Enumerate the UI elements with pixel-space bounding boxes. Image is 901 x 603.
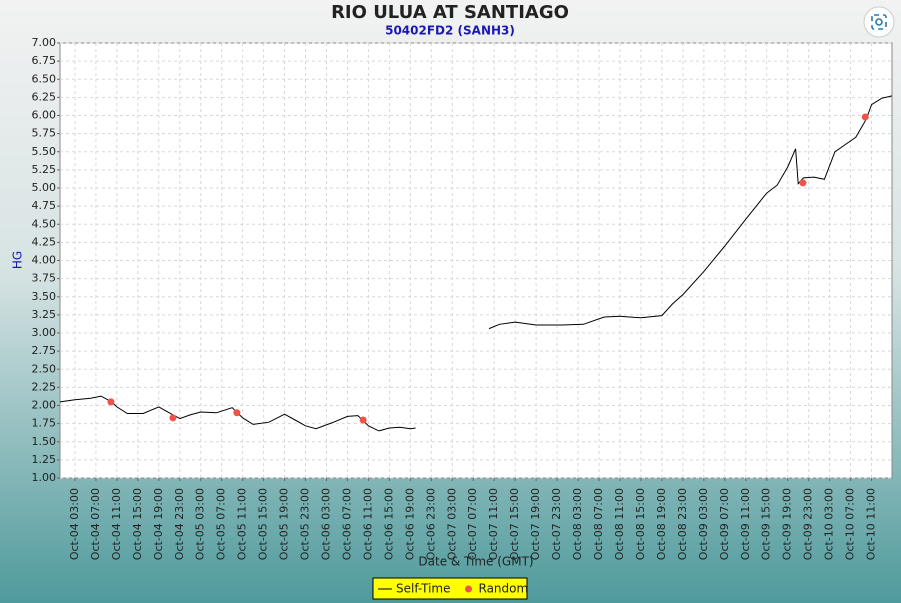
y-tick-label: 2.75: [32, 344, 57, 357]
y-tick-label: 3.00: [32, 326, 57, 339]
legend-label: Self-Time: [396, 582, 451, 596]
data-point: [359, 416, 367, 424]
y-tick-label: 5.25: [32, 163, 57, 176]
y-tick-label: 6.25: [32, 90, 57, 103]
x-tick-label: Oct-05 19:00: [278, 488, 291, 560]
legend-label: Random: [479, 582, 529, 596]
x-tick-label: Oct-05 07:00: [215, 488, 228, 560]
y-tick-label: 2.00: [32, 399, 57, 412]
x-tick-label: Oct-10 07:00: [844, 488, 857, 560]
x-tick-label: Oct-04 07:00: [89, 488, 102, 560]
chart-subtitle: 50402FD2 (SANH3): [385, 24, 515, 38]
data-point: [233, 409, 241, 417]
x-tick-label: Oct-09 23:00: [802, 488, 815, 560]
y-tick-label: 6.75: [32, 54, 57, 67]
x-tick-label: Oct-09 11:00: [739, 488, 752, 560]
data-point: [107, 398, 115, 406]
y-tick-label: 3.50: [32, 290, 57, 303]
y-tick-label: 4.75: [32, 199, 57, 212]
y-tick-label: 1.00: [32, 471, 57, 484]
legend: Self-Time Random: [372, 577, 529, 600]
x-tick-label: Oct-06 11:00: [361, 488, 374, 560]
y-tick-label: 3.25: [32, 308, 57, 321]
data-point: [861, 113, 869, 121]
x-tick-label: Oct-05 15:00: [257, 488, 270, 560]
x-tick-label: Oct-09 07:00: [718, 488, 731, 560]
x-tick-label: Oct-07 03:00: [445, 488, 458, 560]
data-point: [169, 414, 177, 422]
x-tick-label: Oct-09 19:00: [781, 488, 794, 560]
x-tick-label: Oct-07 23:00: [550, 488, 563, 560]
y-tick-label: 2.50: [32, 362, 57, 375]
x-tick-label: Oct-06 19:00: [403, 488, 416, 560]
x-tick-label: Oct-07 15:00: [508, 488, 521, 560]
y-tick-label: 2.25: [32, 380, 57, 393]
x-tick-label: Oct-08 15:00: [634, 488, 647, 560]
x-tick-label: Oct-05 03:00: [194, 488, 207, 560]
x-tick-label: Oct-04 15:00: [131, 488, 144, 560]
y-tick-label: 1.50: [32, 435, 57, 448]
y-tick-label: 4.50: [32, 217, 57, 230]
y-tick-label: 6.00: [32, 109, 57, 122]
y-tick-label: 5.75: [32, 127, 57, 140]
x-tick-label: Oct-04 23:00: [173, 488, 186, 560]
x-tick-label: Oct-06 03:00: [320, 488, 333, 560]
x-tick-label: Oct-08 19:00: [655, 488, 668, 560]
x-tick-label: Oct-08 07:00: [592, 488, 605, 560]
legend-swatch: [465, 585, 472, 593]
y-tick-label: 4.25: [32, 235, 57, 248]
x-tick-label: Oct-06 23:00: [424, 488, 437, 560]
x-tick-label: Oct-07 11:00: [487, 488, 500, 560]
data-point: [799, 179, 807, 187]
x-tick-label: Oct-06 07:00: [340, 488, 353, 560]
line-series: [59, 395, 416, 432]
x-tick-label: Oct-08 23:00: [676, 488, 689, 560]
y-tick-label: 5.50: [32, 145, 57, 158]
x-tick-label: Oct-05 11:00: [236, 488, 249, 560]
x-tick-label: Oct-04 03:00: [68, 488, 81, 560]
y-tick-label: 3.75: [32, 272, 57, 285]
x-tick-label: Oct-09 15:00: [760, 488, 773, 560]
x-tick-label: Oct-04 11:00: [110, 488, 123, 560]
x-tick-label: Oct-07 19:00: [529, 488, 542, 560]
y-tick-label: 7.00: [32, 36, 57, 49]
x-tick-label: Oct-05 23:00: [299, 488, 312, 560]
x-tick-label: Oct-06 15:00: [382, 488, 395, 560]
y-axis-label: HG: [11, 251, 25, 269]
x-tick-label: Oct-04 19:00: [152, 488, 165, 560]
chart-title: RIO ULUA AT SANTIAGO: [331, 2, 569, 23]
screenshot-button[interactable]: [863, 6, 895, 38]
x-axis-label: Date & Time (GMT): [418, 555, 533, 569]
y-tick-label: 6.50: [32, 72, 57, 85]
x-tick-label: Oct-09 03:00: [697, 488, 710, 560]
x-tick-label: Oct-08 11:00: [613, 488, 626, 560]
x-tick-label: Oct-07 07:00: [466, 488, 479, 560]
x-tick-label: Oct-10 11:00: [865, 488, 878, 560]
y-tick-label: 4.00: [32, 254, 57, 267]
y-tick-label: 1.75: [32, 417, 57, 430]
y-tick-label: 5.00: [32, 181, 57, 194]
line-series: [488, 95, 893, 330]
y-tick-label: 1.25: [32, 453, 57, 466]
x-tick-label: Oct-08 03:00: [571, 488, 584, 560]
x-tick-label: Oct-10 03:00: [823, 488, 836, 560]
